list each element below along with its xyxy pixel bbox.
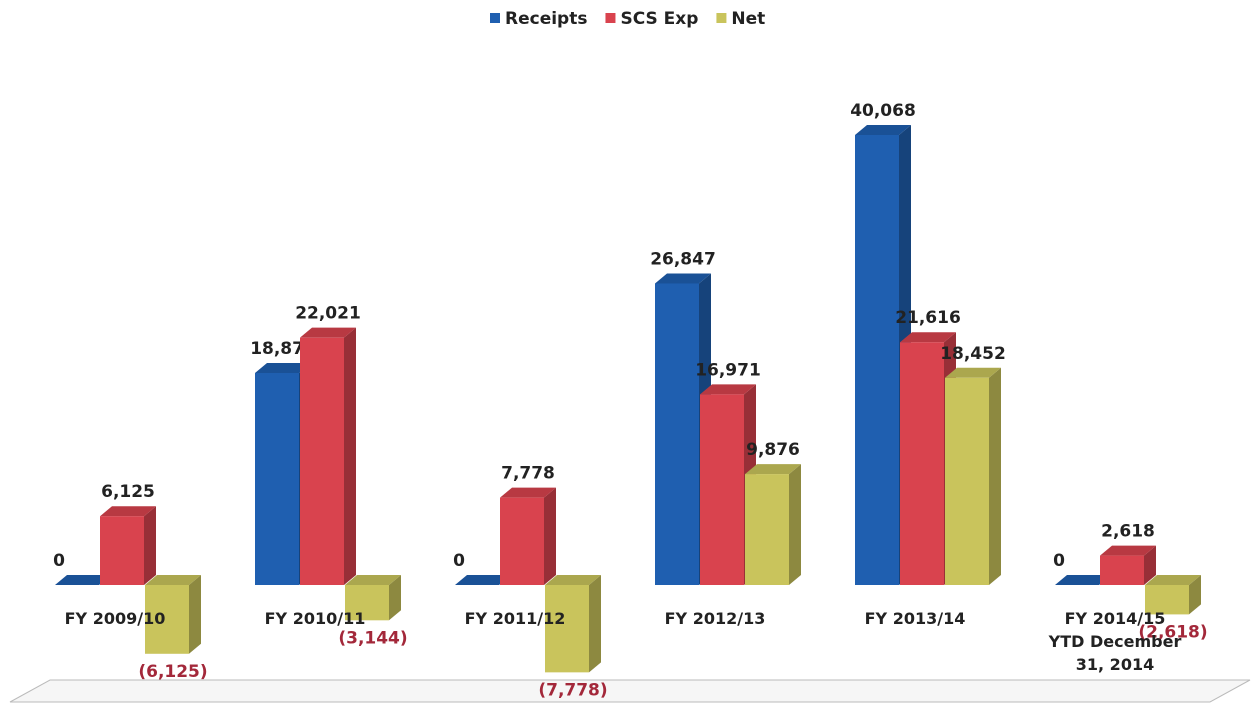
bar-face bbox=[855, 125, 911, 135]
data-label: 26,847 bbox=[650, 249, 716, 269]
bar-face bbox=[945, 367, 1001, 378]
bar-face bbox=[500, 487, 556, 498]
legend-label: SCS Exp bbox=[620, 9, 698, 29]
bar bbox=[300, 327, 356, 585]
bar-face bbox=[145, 575, 201, 585]
data-label: 40,068 bbox=[850, 101, 916, 121]
bar-face bbox=[55, 575, 111, 585]
legend-swatch bbox=[716, 13, 727, 23]
data-label: 7,778 bbox=[501, 464, 555, 484]
bar-face bbox=[745, 474, 789, 585]
bar-face bbox=[1189, 575, 1201, 615]
data-label: 9,876 bbox=[746, 440, 800, 460]
bar-face bbox=[855, 135, 899, 585]
bar-face bbox=[345, 585, 389, 621]
bar bbox=[745, 464, 801, 585]
data-label: (2,618) bbox=[1138, 622, 1207, 642]
category-label: FY 2014/15 YTD December 31, 2014 bbox=[1048, 609, 1182, 674]
category-label: FY 2013/14 bbox=[864, 609, 966, 628]
data-label: 16,971 bbox=[695, 360, 761, 380]
legend-swatch bbox=[605, 13, 616, 23]
bar-face bbox=[345, 575, 401, 585]
bar-face bbox=[1100, 545, 1156, 556]
data-label: 18,877 bbox=[250, 339, 316, 359]
bar-face bbox=[745, 464, 801, 475]
bar-face bbox=[700, 384, 756, 395]
data-label: 6,125 bbox=[101, 482, 155, 502]
data-label: 0 bbox=[53, 551, 65, 571]
category-label: FY 2009/10 bbox=[64, 609, 166, 628]
data-label: (3,144) bbox=[338, 628, 407, 648]
bar-face bbox=[189, 575, 201, 654]
data-label: (6,125) bbox=[138, 662, 207, 682]
bar-face bbox=[100, 516, 144, 585]
bar-face bbox=[144, 506, 156, 585]
data-label: 22,021 bbox=[295, 304, 361, 324]
category-label: FY 2012/13 bbox=[664, 609, 766, 628]
bar-face bbox=[545, 585, 589, 673]
bar-face bbox=[544, 487, 556, 585]
bar-face bbox=[389, 575, 401, 621]
bar bbox=[500, 487, 556, 585]
bar bbox=[1100, 545, 1156, 585]
bar-face bbox=[255, 362, 311, 373]
data-label: 21,616 bbox=[895, 308, 961, 328]
bar bbox=[55, 575, 111, 585]
bar bbox=[100, 506, 156, 585]
bar-face bbox=[1145, 575, 1201, 585]
bar bbox=[455, 575, 511, 585]
bar-face bbox=[1145, 585, 1189, 615]
bar-face bbox=[945, 377, 989, 585]
data-label: 18,452 bbox=[940, 344, 1006, 364]
bar-face bbox=[900, 342, 944, 585]
bar-face bbox=[989, 367, 1001, 585]
floor bbox=[9, 679, 1251, 703]
bar-face bbox=[1144, 545, 1156, 585]
bar-face bbox=[344, 327, 356, 585]
data-label: 0 bbox=[453, 551, 465, 571]
bar bbox=[700, 384, 756, 585]
bar-face bbox=[100, 506, 156, 517]
bar-face bbox=[455, 575, 511, 585]
bar bbox=[1145, 575, 1201, 615]
category-label: FY 2010/11 bbox=[264, 609, 366, 628]
data-label: 0 bbox=[1053, 551, 1065, 571]
bar bbox=[545, 575, 601, 673]
bar-face bbox=[655, 283, 699, 585]
bar-face bbox=[1100, 555, 1144, 585]
bar-face bbox=[300, 327, 356, 338]
legend-label: Net bbox=[731, 9, 765, 29]
bar bbox=[1055, 575, 1111, 585]
bar bbox=[945, 367, 1001, 585]
bar-face bbox=[655, 273, 711, 284]
category-label: FY 2011/12 bbox=[464, 609, 566, 628]
bar-face bbox=[700, 394, 744, 585]
bar-face bbox=[255, 372, 299, 585]
legend-swatch bbox=[490, 13, 500, 23]
bar-face bbox=[589, 575, 601, 673]
bar bbox=[345, 575, 401, 621]
bar bbox=[145, 575, 201, 654]
bar-face bbox=[145, 585, 189, 654]
data-label: (7,778) bbox=[538, 680, 607, 700]
bar-face bbox=[300, 337, 344, 585]
bar-face bbox=[789, 464, 801, 585]
legend-label: Receipts bbox=[505, 9, 587, 29]
bar-face bbox=[1055, 575, 1111, 585]
bar-face bbox=[500, 497, 544, 585]
data-label: 2,618 bbox=[1101, 522, 1155, 542]
bar-face bbox=[900, 332, 956, 343]
bar-face bbox=[545, 575, 601, 585]
